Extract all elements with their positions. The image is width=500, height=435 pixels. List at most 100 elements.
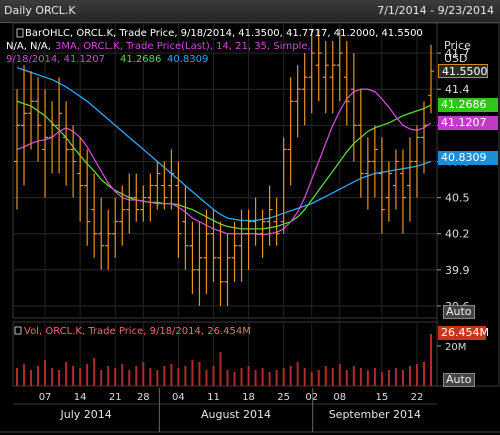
ohlc-bar bbox=[210, 209, 217, 282]
legend-ma14: 9/18/2014, 41.1207 bbox=[6, 54, 105, 65]
ma35-line bbox=[16, 66, 432, 222]
ohlc-bar bbox=[133, 173, 140, 222]
ohlc-bar bbox=[84, 149, 91, 246]
volume-bar bbox=[212, 366, 215, 386]
ohlc-bar bbox=[294, 65, 301, 138]
ohlc-bar bbox=[357, 89, 364, 198]
x-day-label: 15 bbox=[376, 392, 389, 403]
ohlc-bar bbox=[308, 29, 315, 114]
volume-plot-frame bbox=[12, 321, 438, 387]
ma14-line bbox=[16, 88, 432, 236]
price-tag: 40.8309 bbox=[438, 150, 498, 165]
volume-bar bbox=[324, 366, 327, 386]
ohlc-bar bbox=[42, 89, 49, 198]
volume-bar bbox=[415, 364, 418, 386]
volume-bar bbox=[338, 364, 341, 386]
volume-bar bbox=[275, 370, 278, 386]
volume-bar bbox=[198, 362, 201, 386]
price-tag: 41.2686 bbox=[438, 98, 498, 113]
ohlc-bar bbox=[140, 185, 147, 222]
ohlc-bar bbox=[91, 173, 98, 258]
volume-bar bbox=[366, 370, 369, 386]
volume-bar bbox=[430, 334, 432, 386]
price-auto-scale-button[interactable]: Auto bbox=[443, 305, 475, 319]
y-tick-label: 41.7 bbox=[445, 47, 470, 60]
ohlc-bar bbox=[105, 209, 112, 270]
price-tag: 41.1207 bbox=[438, 115, 498, 130]
legend-ohlc: BarOHLC, ORCL.K, Trade Price, 9/18/2014,… bbox=[25, 28, 423, 39]
ohlc-bar bbox=[168, 149, 175, 210]
x-day-label: 02 bbox=[305, 392, 318, 403]
ohlc-bar bbox=[336, 29, 343, 102]
date-range: 7/1/2014 - 9/23/2014 bbox=[377, 4, 494, 17]
volume-bar bbox=[394, 368, 397, 386]
volume-bar bbox=[86, 364, 89, 386]
volume-bar bbox=[331, 368, 334, 386]
volume-bar bbox=[373, 368, 376, 386]
volume-bar bbox=[58, 370, 61, 386]
volume-bar bbox=[128, 370, 131, 386]
volume-legend-box-icon bbox=[14, 326, 22, 335]
volume-bar bbox=[310, 372, 313, 386]
volume-auto-scale-button[interactable]: Auto bbox=[443, 373, 475, 387]
price-plot-frame bbox=[12, 22, 438, 319]
volume-bar bbox=[72, 366, 75, 386]
ohlc-bar bbox=[245, 209, 252, 270]
volume-bar bbox=[184, 366, 187, 386]
ohlc-bar bbox=[273, 197, 280, 246]
ohlc-bar bbox=[252, 197, 259, 246]
volume-bar bbox=[233, 372, 236, 386]
volume-bar bbox=[100, 370, 103, 386]
volume-bar bbox=[261, 368, 264, 386]
x-day-label: 18 bbox=[242, 392, 255, 403]
volume-bar bbox=[240, 368, 243, 386]
x-month-label: August 2014 bbox=[201, 408, 271, 421]
volume-bar bbox=[282, 368, 285, 386]
ohlc-bar bbox=[14, 89, 20, 210]
ohlc-bar bbox=[126, 173, 133, 234]
legend-box-icon bbox=[16, 28, 24, 38]
x-month-label: July 2014 bbox=[60, 408, 112, 421]
ohlc-bar bbox=[287, 77, 294, 186]
y-tick-label: 41.4 bbox=[445, 83, 470, 96]
volume-bar bbox=[30, 370, 33, 386]
ohlc-bar bbox=[70, 125, 77, 198]
volume-bar bbox=[422, 362, 425, 386]
volume-bar bbox=[156, 370, 159, 386]
ohlc-bar bbox=[266, 185, 273, 246]
volume-bar bbox=[163, 366, 166, 386]
volume-tag: 26.454M bbox=[438, 326, 489, 341]
ohlc-bar bbox=[350, 53, 357, 162]
price-tag: 41.5500 bbox=[438, 64, 488, 79]
volume-bar bbox=[114, 368, 117, 386]
volume-bar bbox=[135, 366, 138, 386]
volume-bar bbox=[408, 366, 411, 386]
ohlc-bar bbox=[21, 65, 28, 186]
ohlc-bar bbox=[203, 209, 210, 294]
volume-bar bbox=[191, 360, 194, 386]
ohlc-bar bbox=[315, 29, 322, 102]
volume-bar bbox=[296, 362, 299, 386]
volume-bar bbox=[44, 360, 47, 386]
x-day-label: 11 bbox=[207, 392, 220, 403]
ohlc-bar bbox=[217, 221, 224, 306]
ohlc-bar bbox=[147, 173, 154, 222]
ohlc-bar bbox=[161, 161, 168, 210]
ohlc-bar bbox=[301, 53, 308, 126]
y-tick-label: 40.2 bbox=[445, 228, 470, 241]
ohlc-bar bbox=[428, 44, 434, 114]
volume-bar bbox=[317, 370, 320, 386]
volume-bar bbox=[226, 370, 229, 386]
ohlc-bar bbox=[392, 149, 399, 210]
volume-bar bbox=[23, 364, 26, 386]
ohlc-bar bbox=[378, 137, 385, 234]
volume-bar bbox=[177, 368, 180, 386]
ohlc-bar bbox=[35, 77, 42, 162]
x-day-label: 14 bbox=[74, 392, 87, 403]
volume-bar bbox=[303, 368, 306, 386]
ohlc-bar bbox=[63, 101, 70, 186]
volume-bar bbox=[93, 358, 96, 386]
volume-bar bbox=[51, 368, 54, 386]
legend-ma21: 41.2686 bbox=[120, 54, 161, 65]
